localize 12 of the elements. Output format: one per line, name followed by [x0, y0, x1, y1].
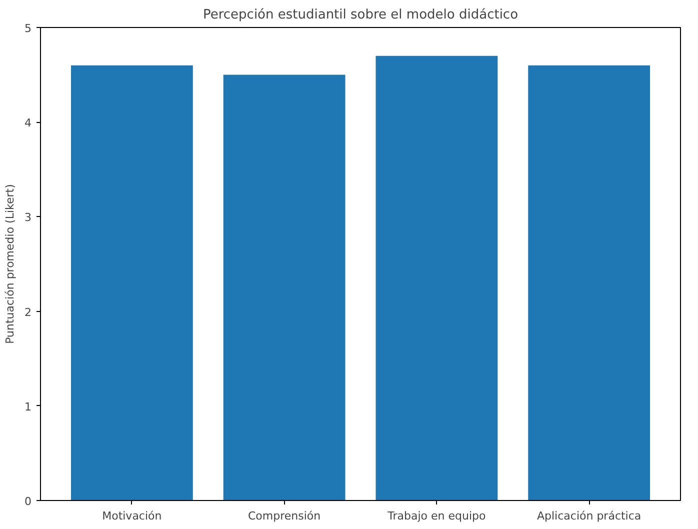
x-tick-label: Aplicación práctica: [536, 510, 642, 522]
y-tick-label: 5: [24, 22, 32, 35]
x-tick-label: Trabajo en equipo: [386, 510, 486, 522]
x-tick-label: Motivación: [102, 510, 162, 522]
y-tick-label: 3: [24, 211, 32, 224]
chart-title: Percepción estudiantil sobre el modelo didáctico: [202, 8, 518, 22]
y-tick-label: 2: [24, 306, 32, 319]
y-tick-label: 4: [24, 116, 32, 130]
y-axis-title: Puntuación promedio (Likert): [4, 184, 16, 344]
y-tick-label: 0: [24, 495, 32, 508]
x-tick-label: Comprensión: [248, 510, 321, 522]
y-tick-label: 1: [24, 400, 32, 414]
